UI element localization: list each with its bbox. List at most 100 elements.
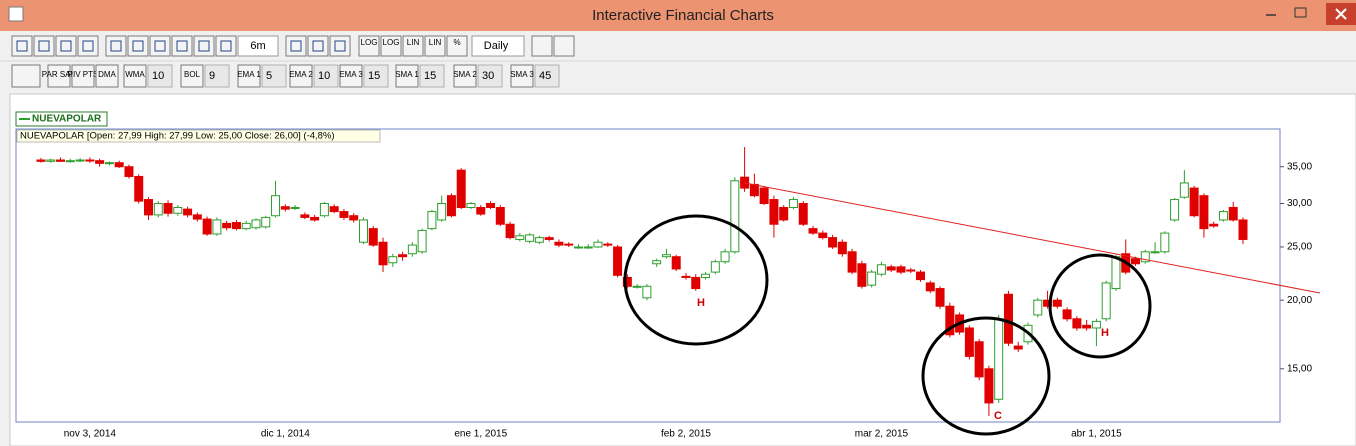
- indicator-label: PIV PTS: [68, 70, 99, 79]
- candle-body: [1091, 320, 1101, 329]
- candle-body: [534, 237, 544, 243]
- period-select[interactable]: [237, 35, 279, 57]
- candle-body: [36, 159, 46, 162]
- tool-icon: [16, 40, 28, 52]
- candle-body: [75, 159, 85, 162]
- candle-body: [271, 195, 281, 217]
- candle-body: [1082, 324, 1092, 329]
- candle-body: [398, 254, 408, 258]
- candle-body: [319, 202, 329, 217]
- tool-icon: [154, 40, 166, 52]
- tool-button[interactable]: [127, 35, 149, 57]
- period-value: 9: [209, 70, 215, 82]
- scale-button[interactable]: [402, 35, 424, 57]
- tool-button[interactable]: [285, 35, 307, 57]
- candle-body: [1013, 345, 1023, 350]
- scale-button[interactable]: [424, 35, 446, 57]
- indicator-button[interactable]: [339, 64, 363, 88]
- scale-button[interactable]: [358, 35, 380, 57]
- candle-body: [192, 214, 202, 220]
- tool-button[interactable]: [553, 35, 575, 57]
- period-field[interactable]: [147, 64, 173, 88]
- indicator-label: BOL: [184, 70, 201, 79]
- period-value: 5: [266, 70, 272, 82]
- interval-select[interactable]: [471, 35, 525, 57]
- scale-button-label: LIN: [429, 38, 442, 47]
- candle-body: [564, 243, 574, 246]
- candle-body: [85, 159, 95, 162]
- tool-button[interactable]: [531, 35, 553, 57]
- tool-button[interactable]: [55, 35, 77, 57]
- indicator-button[interactable]: [453, 64, 477, 88]
- indicator-button[interactable]: [180, 64, 204, 88]
- candle-body: [916, 271, 926, 281]
- tool-button[interactable]: [77, 35, 99, 57]
- scale-button[interactable]: [446, 35, 468, 57]
- indicator-label: EMA 1: [237, 70, 261, 79]
- period-field[interactable]: [204, 64, 230, 88]
- scale-button[interactable]: [380, 35, 402, 57]
- candle-body: [691, 276, 701, 290]
- interval-value: Daily: [484, 40, 509, 52]
- candle-body: [466, 202, 476, 209]
- tool-button[interactable]: [329, 35, 351, 57]
- annotation-label: H: [1101, 327, 1109, 339]
- indicator-button[interactable]: [123, 64, 147, 88]
- tool-button[interactable]: [307, 35, 329, 57]
- candle-body: [740, 176, 750, 189]
- indicator-label: SMA 1: [395, 70, 419, 79]
- tool-button[interactable]: [11, 35, 33, 57]
- indicator-button[interactable]: [95, 64, 119, 88]
- candle-body: [505, 223, 515, 239]
- tool-icon: [312, 40, 324, 52]
- candle-body: [847, 251, 857, 273]
- maximize-button[interactable]: [1294, 7, 1307, 18]
- tool-button[interactable]: [11, 64, 41, 88]
- scale-button-label: LIN: [407, 38, 420, 47]
- period-field[interactable]: [534, 64, 560, 88]
- tool-button[interactable]: [149, 35, 171, 57]
- period-field[interactable]: [419, 64, 445, 88]
- period-value: 10: [318, 70, 330, 82]
- candle-body: [1033, 299, 1043, 316]
- indicator-label: WMA: [125, 70, 145, 79]
- candle-body: [593, 241, 603, 248]
- indicator-button[interactable]: [510, 64, 534, 88]
- tool-button[interactable]: [215, 35, 237, 57]
- annotation-circle: [1048, 253, 1152, 359]
- candle-body: [114, 162, 124, 168]
- indicator-button[interactable]: [289, 64, 313, 88]
- candle-body: [779, 207, 789, 221]
- tool-button[interactable]: [105, 35, 127, 57]
- candle-body: [1052, 299, 1062, 307]
- candle-body: [310, 216, 320, 221]
- candle-body: [280, 206, 290, 210]
- candle-body: [300, 214, 310, 218]
- candle-body: [896, 266, 906, 273]
- period-field[interactable]: [477, 64, 503, 88]
- tool-button[interactable]: [171, 35, 193, 57]
- period-field[interactable]: [363, 64, 389, 88]
- candle-body: [1160, 232, 1170, 253]
- indicator-button[interactable]: [237, 64, 261, 88]
- indicator-button[interactable]: [47, 64, 71, 88]
- tool-button[interactable]: [193, 35, 215, 57]
- candle-body: [1111, 256, 1121, 290]
- period-field[interactable]: [313, 64, 339, 88]
- candle-body: [1131, 258, 1141, 265]
- candle-body: [290, 207, 300, 210]
- tool-button[interactable]: [33, 35, 55, 57]
- annotation-circle: [623, 214, 769, 346]
- period-field[interactable]: [261, 64, 287, 88]
- candle-body: [349, 215, 359, 221]
- candle-body: [828, 237, 838, 248]
- indicator-button[interactable]: [395, 64, 419, 88]
- candle-body: [437, 202, 447, 221]
- legend-label: NUEVAPOLAR: [32, 114, 102, 125]
- candle-body: [407, 244, 417, 255]
- x-tick-label: dic 1, 2014: [261, 429, 310, 440]
- candle-body: [1101, 282, 1111, 320]
- candle-body: [906, 269, 916, 272]
- indicator-button[interactable]: [71, 64, 95, 88]
- info-box: [16, 129, 381, 143]
